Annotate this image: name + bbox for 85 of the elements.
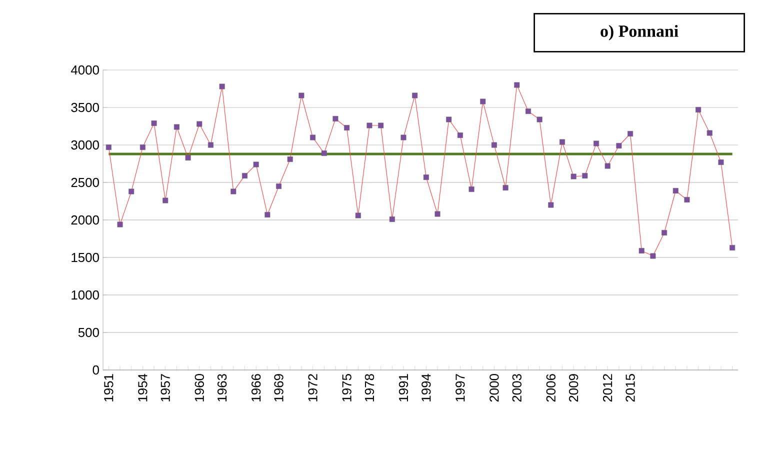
x-tick-label: 1960 (194, 374, 204, 402)
x-tick-label: 1978 (364, 374, 374, 402)
point (446, 116, 452, 122)
point (525, 108, 531, 114)
x-tick-label: 1954 (138, 374, 148, 402)
point (570, 174, 576, 180)
point (672, 188, 678, 194)
x-tick-label: 2006 (546, 374, 556, 402)
x-tick-label: 1991 (398, 374, 408, 402)
point (230, 188, 236, 194)
y-tick-label: 1000 (72, 290, 99, 300)
point (684, 196, 690, 202)
y-tick-label: 2500 (71, 178, 99, 188)
x-tick-label: 2003 (512, 374, 522, 402)
point (400, 134, 406, 140)
point (706, 130, 712, 136)
point (162, 198, 168, 204)
x-tick-label: 1957 (160, 374, 170, 402)
point (321, 150, 327, 156)
point (276, 183, 282, 189)
point (310, 134, 316, 140)
x-tick-label: 2012 (603, 374, 612, 402)
point (355, 212, 361, 218)
point (616, 142, 622, 148)
y-tick-label: 500 (78, 328, 99, 338)
point (594, 140, 600, 146)
point (174, 124, 180, 130)
point (650, 253, 656, 259)
point (468, 186, 474, 192)
x-tick-label: 1972 (308, 374, 318, 402)
point (264, 212, 270, 218)
point (491, 142, 497, 148)
point (582, 172, 588, 178)
point (628, 130, 634, 136)
y-tick-label: 3500 (71, 102, 99, 112)
x-tick-label: 1951 (104, 374, 114, 402)
point (140, 144, 146, 150)
point (287, 156, 293, 162)
y-tick-label: 4000 (70, 65, 99, 75)
y-tick-label: 1500 (72, 252, 99, 262)
point (151, 120, 157, 126)
point (185, 154, 191, 160)
chart-title: o) Ponnani (600, 25, 678, 40)
point (604, 163, 610, 169)
x-tick-label: 1963 (217, 374, 227, 402)
point (662, 230, 668, 236)
x-tick-label: 1994 (422, 374, 431, 402)
point (366, 122, 372, 128)
point (253, 162, 259, 168)
point (128, 188, 134, 194)
point (208, 142, 214, 148)
y-tick-label: 0 (92, 365, 99, 375)
x-tick-label: 1969 (274, 374, 284, 402)
point (389, 216, 395, 222)
point (423, 174, 429, 180)
point (480, 98, 486, 104)
x-tick-label: 1966 (252, 374, 261, 402)
point (718, 159, 724, 165)
point (730, 244, 736, 250)
y-tick-label: 2000 (71, 215, 99, 225)
point (548, 202, 554, 208)
point (434, 211, 440, 217)
point (117, 222, 123, 228)
point (378, 122, 384, 128)
point (332, 116, 338, 122)
x-tick-label: 1975 (342, 374, 352, 402)
x-tick-label: 2009 (568, 374, 578, 402)
point (457, 132, 463, 138)
point (502, 184, 508, 190)
point (560, 139, 565, 145)
x-tick-label: 2000 (490, 374, 499, 402)
y-tick-label: 3000 (71, 140, 99, 150)
x-tick-label: 2015 (626, 374, 635, 402)
point (196, 121, 202, 127)
point (219, 84, 225, 90)
point (638, 248, 644, 254)
point (412, 92, 418, 98)
point (242, 172, 248, 178)
x-tick-label: 1997 (456, 374, 465, 402)
point (696, 106, 702, 112)
point (514, 82, 520, 88)
point (106, 144, 112, 150)
point (298, 92, 304, 98)
point (536, 116, 542, 122)
point (344, 124, 350, 130)
